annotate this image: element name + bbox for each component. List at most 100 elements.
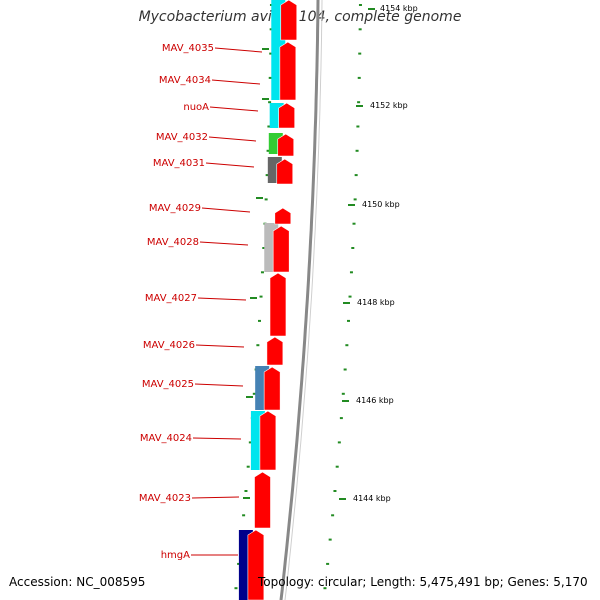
tick-mark-outer	[358, 52, 362, 55]
gene-label: MAV_4028	[147, 237, 199, 248]
tick-mark-outer	[351, 247, 355, 249]
scale-tick	[356, 105, 363, 107]
backbone-line	[279, 0, 320, 600]
tick-mark-outer	[358, 4, 362, 6]
scale-labels: 4154 kbp 4152 kbp 4150 kbp 4148 kbp 4146 kbp…	[339, 4, 418, 503]
label-leader-line	[199, 241, 249, 246]
gene-label: MAV_4027	[145, 293, 197, 304]
label-leader-line	[201, 207, 251, 213]
tick-mark-inner	[268, 76, 272, 79]
cds-arrow	[254, 471, 271, 529]
label-leader-line	[208, 136, 257, 142]
gene-label: hmgA	[161, 550, 190, 561]
tick-major	[243, 497, 250, 499]
tick-mark-outer	[358, 28, 362, 31]
scale-label: 4150 kbp	[362, 200, 400, 209]
gene-label: MAV_4025	[142, 379, 194, 390]
tick-mark-inner	[265, 174, 269, 177]
tick-major	[262, 98, 269, 100]
label-leader-line	[195, 344, 245, 348]
gene-label: MAV_4031	[153, 158, 205, 169]
accession-text: Accession: NC_008595	[9, 575, 146, 589]
scale-label: 4146 kbp	[356, 396, 394, 405]
gene-label: MAV_4024	[140, 433, 192, 444]
gene-label: nuoA	[183, 102, 209, 113]
tick-mark-inner	[266, 149, 270, 152]
cds-arrow	[263, 366, 281, 411]
label-leader-line	[205, 162, 255, 168]
tick-mark-inner	[258, 319, 262, 322]
tick-mark-outer	[326, 562, 330, 565]
tick-mark-outer	[347, 319, 351, 322]
cds-arrow	[280, 0, 298, 41]
gene-label: MAV_4032	[156, 132, 208, 143]
tick-mark-outer	[335, 465, 339, 468]
backbone-line-edge	[284, 0, 323, 600]
backbone	[279, 0, 323, 600]
gene-label: MAV_4023	[139, 493, 191, 504]
scale-tick	[368, 8, 375, 10]
tick-mark-inner	[264, 198, 268, 201]
tick-mark-inner	[252, 392, 256, 395]
gene-label: MAV_4029	[149, 203, 201, 214]
tick-mark-outer	[345, 344, 349, 347]
topology-text: Topology: circular; Length: 5,475,491 bp…	[258, 575, 588, 589]
label-leader-line	[197, 297, 247, 301]
tick-mark-inner	[244, 490, 248, 492]
tick-mark-outer	[333, 490, 337, 492]
tick-major	[256, 197, 263, 199]
tick-mark-outer	[348, 295, 352, 298]
cds-arrow	[269, 272, 287, 337]
tick-mark-inner	[246, 465, 250, 468]
label-leader-line	[192, 437, 242, 440]
tick-mark-outer	[341, 392, 345, 395]
cds-arrow	[266, 336, 284, 366]
cds-arrow	[276, 158, 294, 185]
tick-mark-outer	[352, 222, 356, 225]
scale-label: 4154 kbp	[380, 4, 418, 13]
tick-mark-outer	[354, 174, 358, 177]
tick-mark-inner	[256, 344, 260, 347]
gene-label: MAV_4035	[162, 43, 214, 54]
cds-arrow	[274, 207, 292, 225]
cds-arrow	[247, 529, 265, 600]
tick-mark-outer	[357, 101, 361, 104]
tick-mark-inner	[248, 441, 252, 444]
tick-mark-outer	[323, 587, 327, 590]
tick-mark-inner	[242, 514, 246, 517]
tick-mark-outer	[331, 514, 335, 517]
label-leader-line	[194, 383, 244, 387]
map-title: Mycobacterium avium 104, complete genome	[138, 9, 462, 25]
scale-label: 4144 kbp	[353, 494, 391, 503]
label-leader-line	[211, 79, 261, 85]
tick-mark-outer	[343, 368, 347, 371]
label-leader-line	[214, 47, 263, 53]
tick-mark-inner	[260, 271, 264, 274]
cds-arrow	[259, 410, 277, 471]
label-leader-line	[209, 106, 259, 112]
tick-mark-outer	[357, 76, 361, 79]
scale-tick	[348, 204, 355, 206]
tick-mark-outer	[339, 417, 343, 420]
tick-mark-outer	[328, 538, 332, 541]
tick-mark-inner	[262, 247, 266, 249]
tick-mark-outer	[355, 149, 359, 152]
tick-mark-outer	[356, 125, 360, 128]
scale-tick	[342, 400, 349, 402]
cds-track	[247, 0, 298, 600]
cds-arrow	[279, 41, 297, 101]
tick-major	[246, 396, 253, 398]
label-leader-line	[191, 496, 240, 499]
tick-mark-inner	[259, 295, 263, 298]
tick-mark-inner	[269, 28, 273, 31]
scale-tick	[343, 302, 350, 304]
scale-label: 4152 kbp	[370, 101, 408, 110]
gene-label: MAV_4034	[159, 75, 211, 86]
tick-mark-inner	[237, 562, 241, 565]
cds-arrow	[278, 102, 295, 129]
cds-arrow	[277, 133, 295, 157]
scale-ticks	[234, 4, 362, 598]
tick-mark-inner	[268, 101, 272, 104]
tick-mark-outer	[337, 441, 341, 444]
